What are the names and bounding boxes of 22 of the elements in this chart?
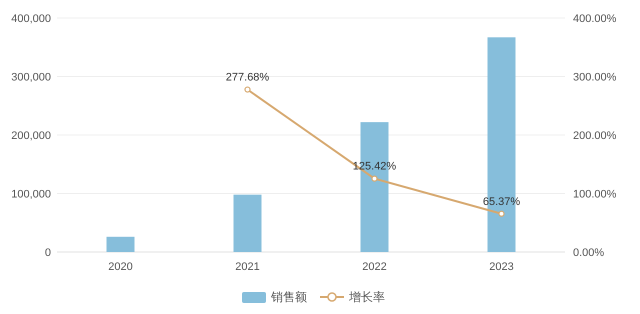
- point: [371, 176, 378, 182]
- y-tick-label: 100,000: [11, 188, 51, 200]
- y2-tick-label: 0.00%: [573, 247, 604, 259]
- y-tick-label: 400,000: [11, 13, 51, 25]
- x-tick-label: 2022: [362, 261, 387, 273]
- x-tick-label: 2021: [235, 261, 260, 273]
- legend-label: 增长率: [348, 290, 385, 304]
- x-tick-label: 2020: [108, 261, 133, 273]
- y-tick-label: 300,000: [11, 72, 51, 84]
- y2-tick-label: 100.00%: [573, 188, 617, 200]
- point: [498, 210, 505, 217]
- y2-tick-label: 400.00%: [573, 13, 617, 25]
- bar: [234, 194, 262, 252]
- legend-label: 销售额: [270, 290, 307, 304]
- point: [244, 86, 251, 93]
- y2-tick-label: 200.00%: [573, 130, 617, 142]
- bar: [106, 236, 134, 252]
- data-label: 277.68%: [226, 72, 270, 84]
- y-tick-label: 200,000: [11, 130, 51, 142]
- y2-tick-label: 300.00%: [573, 72, 617, 84]
- x-tick-label: 2023: [489, 261, 514, 273]
- y-tick-label: 0: [44, 247, 51, 259]
